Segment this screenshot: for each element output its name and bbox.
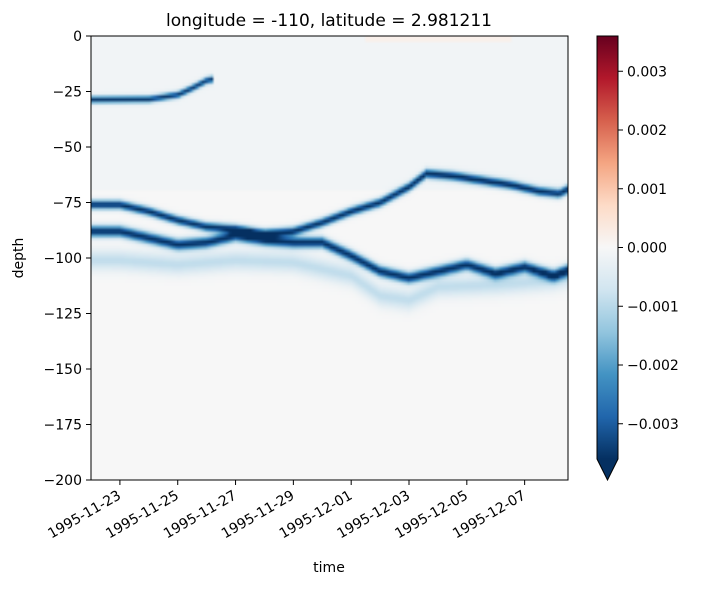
colorbar-frame [596, 35, 619, 482]
colorbar-tick-label: 0.002 [627, 123, 667, 139]
x-axis: 1995-11-231995-11-251995-11-271995-11-29… [45, 480, 529, 542]
y-tick-label: −100 [44, 251, 82, 267]
x-axis-label: time [313, 560, 345, 576]
y-tick-label: −75 [52, 196, 82, 212]
colorbar-tick-label: 0.000 [627, 241, 667, 257]
y-tick-label: −25 [52, 85, 82, 101]
colorbar-tick-label: 0.003 [627, 64, 667, 80]
y-axis: 0 −25 −50 −75 −100 −125 −150 −175 −200 [44, 29, 91, 489]
y-axis-label: depth [11, 238, 27, 279]
colorbar-tick-label: −0.003 [627, 417, 679, 433]
colorbar-tick-label: 0.001 [627, 182, 667, 198]
y-tick-label: −150 [44, 362, 82, 378]
colorbar-tick-label: −0.002 [627, 358, 679, 374]
y-tick-label: −50 [52, 140, 82, 156]
colorbar-gradient [597, 36, 618, 459]
y-tick-label: −175 [44, 418, 82, 434]
y-tick-label: 0 [73, 29, 82, 45]
colorbar: 0.003 0.002 0.001 0.000 −0.001 −0.002 −0.003 [596, 35, 679, 482]
plot-area [90, 35, 569, 481]
colorbar-extend-min [597, 459, 618, 480]
y-tick-label: −200 [44, 473, 82, 489]
chart-title: longitude = -110, latitude = 2.981211 [166, 11, 492, 31]
colorbar-tick-label: −0.001 [627, 299, 679, 315]
y-tick-label: −125 [44, 307, 82, 323]
heatmap-image [91, 36, 568, 480]
colorbar-ticks: 0.003 0.002 0.001 0.000 −0.001 −0.002 −0.003 [618, 64, 679, 433]
